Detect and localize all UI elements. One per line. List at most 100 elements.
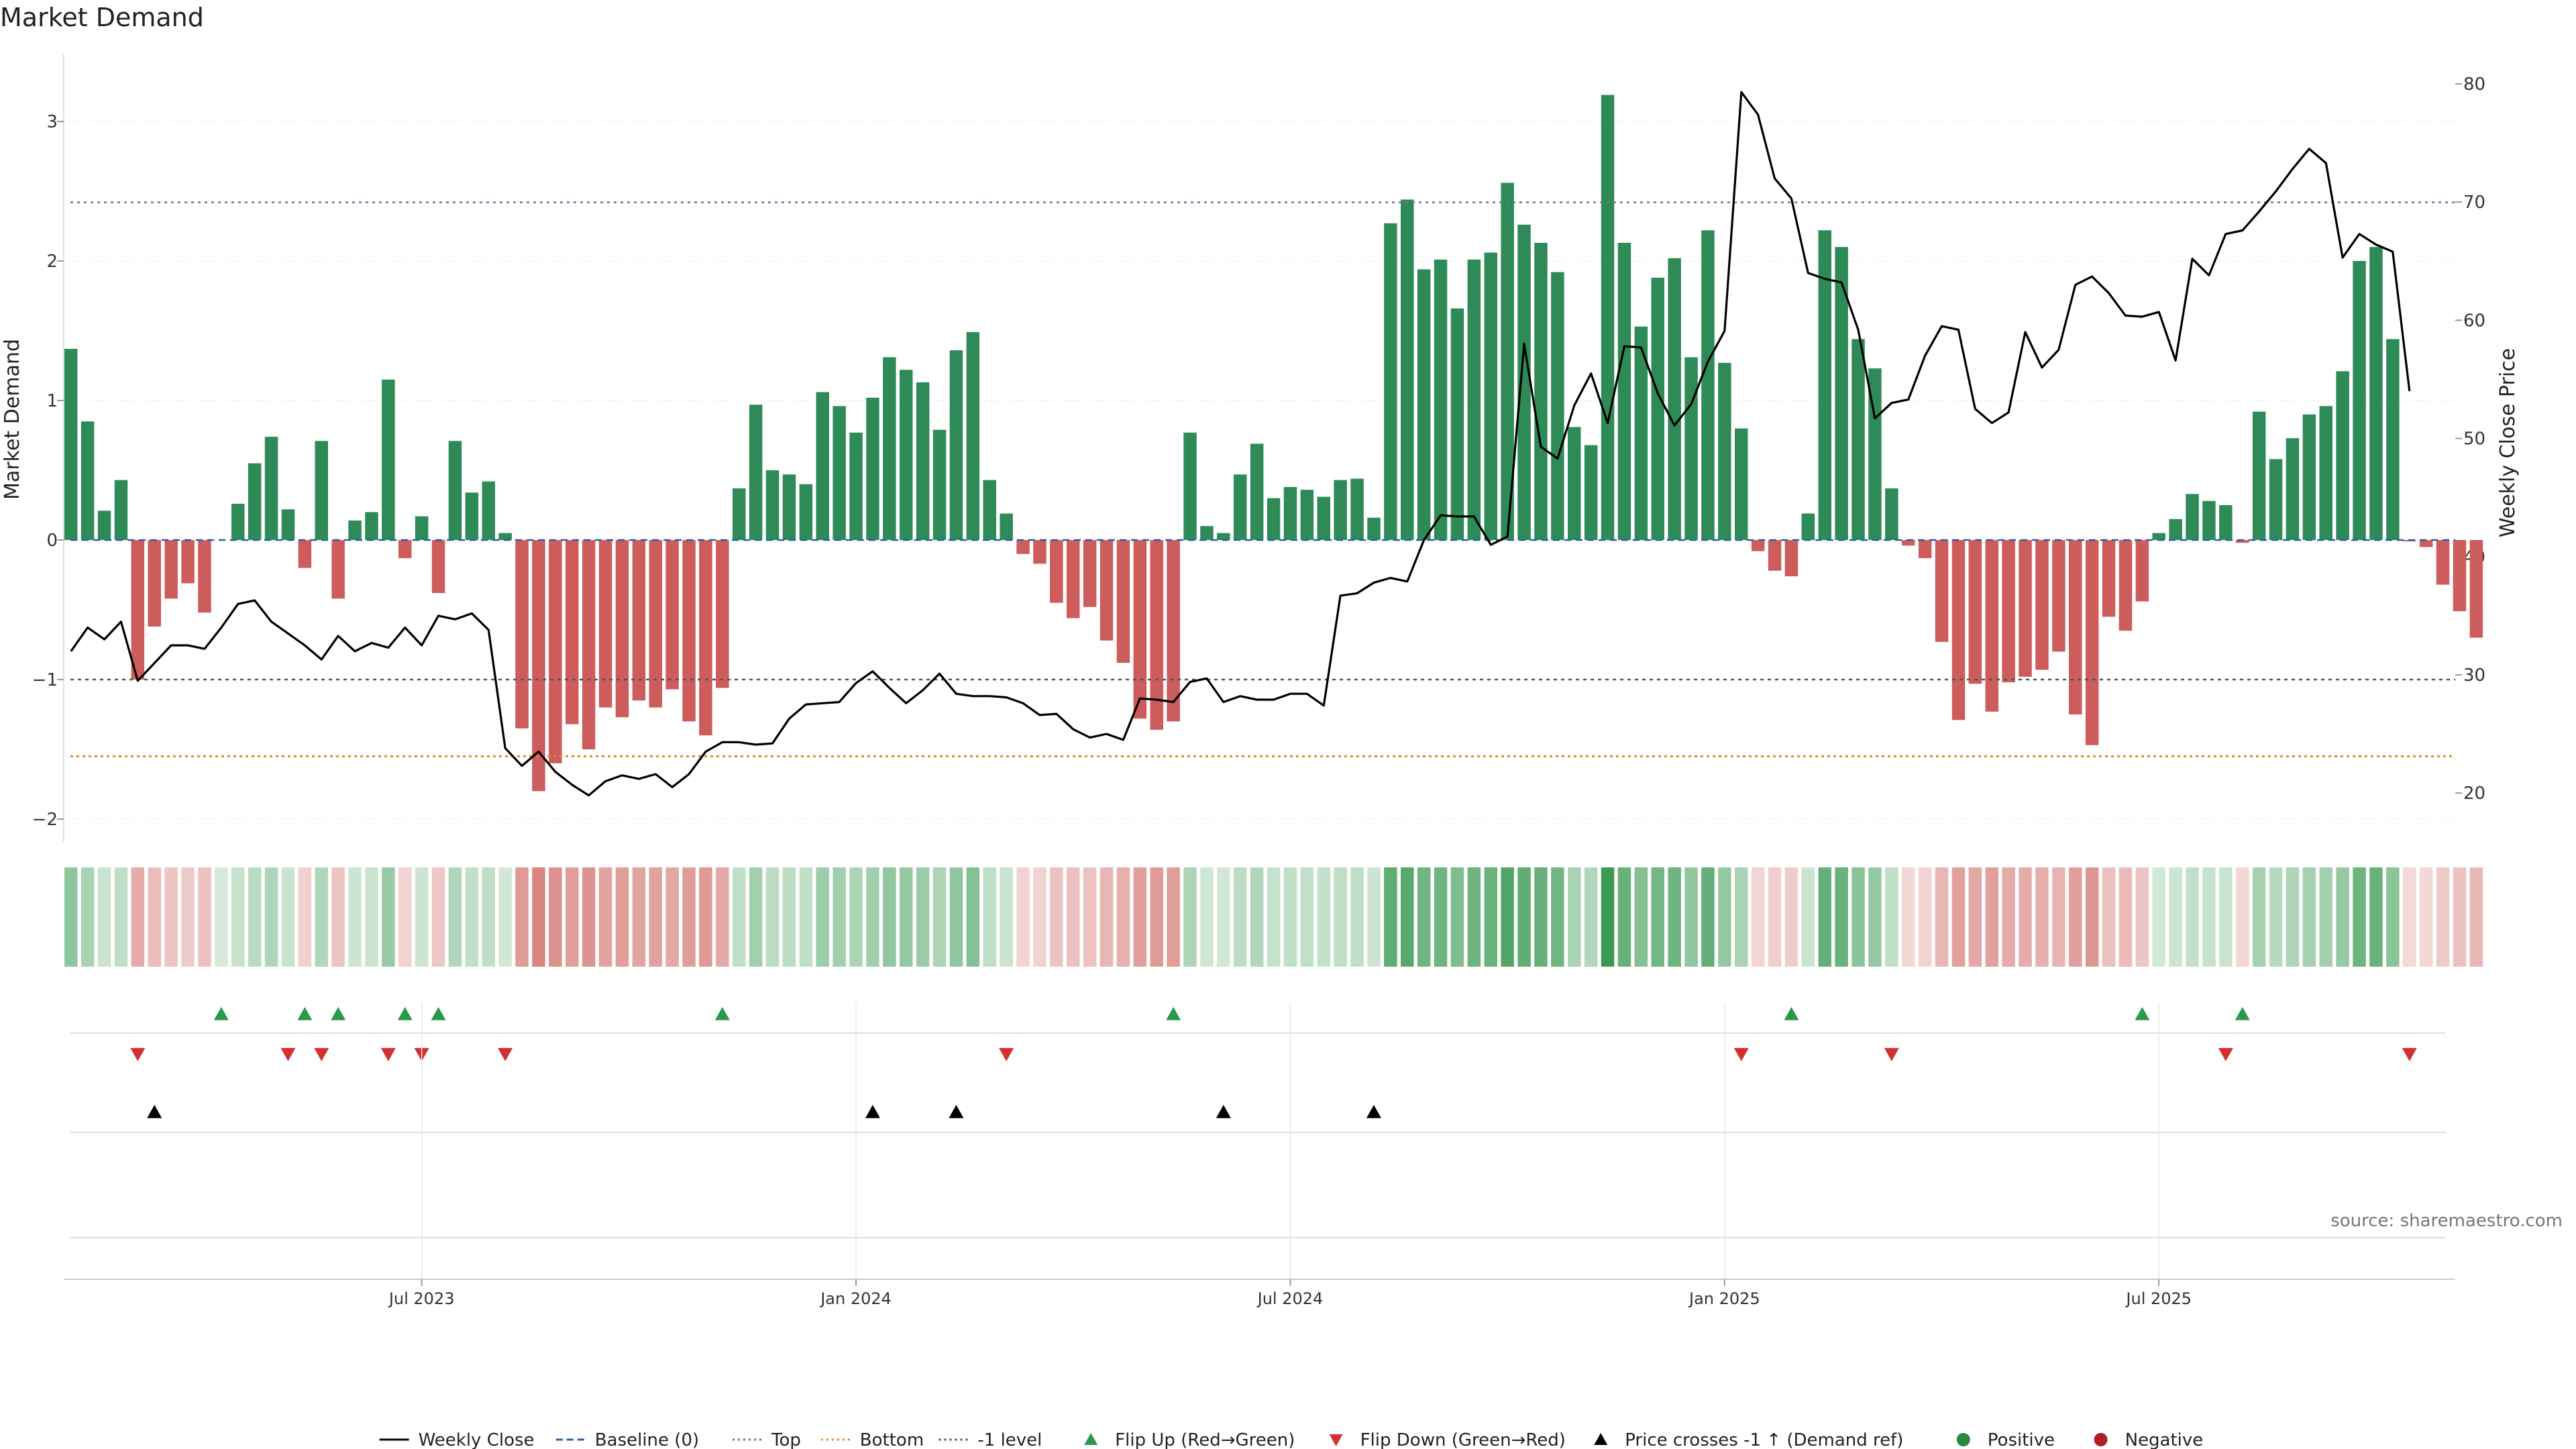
heat-cell-negative [2002, 867, 2015, 967]
bar-positive [1651, 277, 1664, 540]
bar-negative [2002, 540, 2015, 683]
heat-cell-positive [733, 867, 746, 967]
bar-positive [1234, 474, 1247, 540]
bar-positive [765, 470, 780, 540]
heat-cell-negative [431, 867, 445, 967]
bar-negative [2052, 540, 2065, 652]
bar-negative [398, 540, 412, 559]
flip-up-marker [1784, 1007, 1799, 1020]
heat-cell-positive [2369, 867, 2383, 967]
heat-cell-negative [1751, 867, 1765, 967]
legend-item: Positive [1956, 1430, 2055, 1449]
bar-negative [665, 540, 679, 690]
bar-positive [315, 441, 328, 540]
bar-negative [632, 540, 646, 701]
bar-positive [97, 511, 111, 540]
heat-cell-positive [231, 867, 245, 967]
heat-cell-positive [1417, 867, 1431, 967]
heat-cell-negative [2085, 867, 2099, 967]
heat-cell-positive [983, 867, 996, 967]
bar-positive [1534, 242, 1548, 540]
heat-cell-positive [2319, 867, 2332, 967]
legend-label: Weekly Close [419, 1430, 535, 1449]
heat-cell-positive [1334, 867, 1347, 967]
bar-negative [1167, 540, 1180, 722]
legend: Weekly Close Baseline (0) Top Bottom -1 leve… [379, 1430, 2203, 1449]
bar-negative [2085, 540, 2099, 745]
heat-cell-positive [2386, 867, 2400, 967]
heat-cell-positive [1501, 867, 1514, 967]
legend-item: Flip Down (Green→Red) [1329, 1430, 1566, 1449]
price-cross-marker [1216, 1105, 1231, 1118]
heat-cell-positive [348, 867, 362, 967]
bar-positive [816, 392, 829, 540]
legend-swatch-dot [1956, 1433, 1970, 1446]
legend-label: Positive [1988, 1430, 2055, 1449]
bar-positive [949, 350, 963, 540]
legend-label: Bottom [860, 1430, 924, 1449]
flip-up-marker [297, 1007, 313, 1020]
bar-positive [1551, 272, 1564, 540]
bar-positive [1367, 517, 1381, 540]
heat-cell-negative [2135, 867, 2149, 967]
heat-cell-negative [2453, 867, 2467, 967]
y2-tick-label: 80 [2463, 74, 2485, 95]
heat-cell-negative [1935, 867, 1949, 967]
heat-cell-positive [866, 867, 879, 967]
heat-cell-positive [1885, 867, 1898, 967]
heat-cell-positive [2336, 867, 2349, 967]
heat-cell-positive [1684, 867, 1698, 967]
legend-swatch-triangle-up [1594, 1433, 1608, 1445]
bar-negative [164, 540, 178, 599]
y2-tick-label: 20 [2463, 784, 2485, 804]
heat-cell-positive [1617, 867, 1631, 967]
bar-positive [1735, 428, 1748, 540]
heat-cell-negative [2052, 867, 2065, 967]
bar-negative [331, 540, 345, 599]
bar-positive [1334, 480, 1347, 540]
bar-positive [1851, 339, 1865, 540]
bar-positive [2319, 406, 2332, 540]
heat-cell-positive [1350, 867, 1364, 967]
heat-cell-negative [1083, 867, 1097, 967]
legend-label: Price crosses -1 ↑ (Demand ref) [1625, 1430, 1903, 1449]
bar-positive [2386, 339, 2400, 540]
bar-negative [2135, 540, 2149, 602]
heat-cell-negative [1985, 867, 1998, 967]
bar-positive [1668, 258, 1681, 540]
flip-up-marker [213, 1007, 229, 1020]
bar-positive [1701, 230, 1715, 540]
legend-item: Weekly Close [379, 1430, 535, 1449]
bar-positive [1200, 526, 1214, 540]
bar-positive [866, 397, 879, 540]
bar-positive [1818, 230, 1831, 540]
bar-positive [1885, 488, 1898, 540]
heat-cell-positive [2286, 867, 2300, 967]
flip-down-marker [2218, 1048, 2233, 1061]
heat-cell-negative [699, 867, 712, 967]
heat-cell-negative [2069, 867, 2082, 967]
heat-cell-positive [1584, 867, 1598, 967]
bar-positive [1835, 247, 1848, 540]
bar-negative [1951, 540, 1966, 720]
heat-cell-negative [1902, 867, 1915, 967]
bar-positive [64, 349, 78, 540]
flip-down-marker [314, 1048, 329, 1061]
heat-cell-positive [114, 867, 128, 967]
bar-positive [482, 481, 495, 540]
heat-cell-negative [582, 867, 596, 967]
heat-cell-positive [749, 867, 763, 967]
heat-cell-negative [2102, 867, 2116, 967]
heat-cell-positive [315, 867, 328, 967]
bar-positive [2269, 459, 2283, 540]
bar-positive [2369, 247, 2383, 540]
bar-positive [2152, 533, 2165, 540]
heat-cell-negative [181, 867, 195, 967]
bar-positive [1568, 427, 1581, 540]
main-panel: −2−1012320304050607080Market DemandWeekl… [1, 54, 2520, 842]
bar-negative [1067, 540, 1080, 619]
heat-cell-positive [264, 867, 278, 967]
bar-positive [1718, 362, 1731, 540]
heat-cell-positive [1183, 867, 1197, 967]
bar-negative [298, 540, 312, 568]
